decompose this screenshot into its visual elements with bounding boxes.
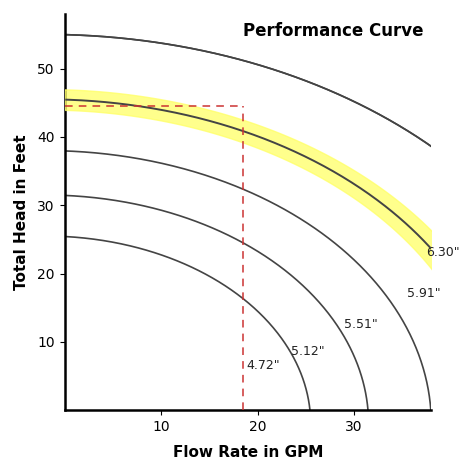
Text: Performance Curve: Performance Curve bbox=[244, 22, 424, 40]
Y-axis label: Total Head in Feet: Total Head in Feet bbox=[14, 134, 29, 290]
Text: 5.51": 5.51" bbox=[345, 318, 378, 331]
Text: 4.72": 4.72" bbox=[246, 359, 280, 372]
Text: 5.12": 5.12" bbox=[292, 346, 325, 358]
Text: 5.91": 5.91" bbox=[407, 287, 441, 300]
X-axis label: Flow Rate in GPM: Flow Rate in GPM bbox=[173, 445, 323, 460]
Text: 6.30": 6.30" bbox=[427, 246, 460, 259]
